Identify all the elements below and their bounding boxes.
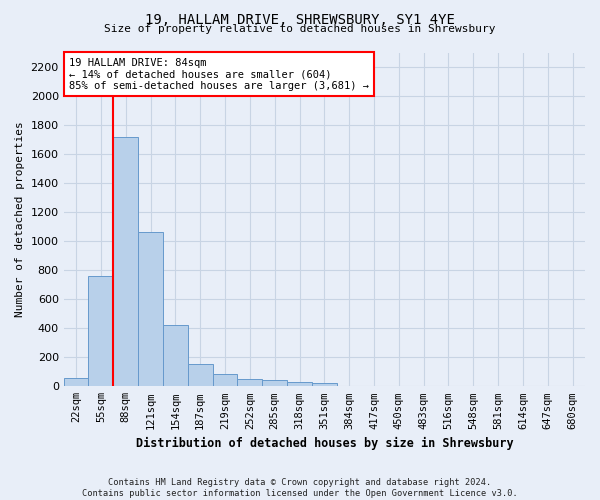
Text: 19 HALLAM DRIVE: 84sqm
← 14% of detached houses are smaller (604)
85% of semi-de: 19 HALLAM DRIVE: 84sqm ← 14% of detached… [69, 58, 369, 90]
Bar [163, 326, 188, 386]
Text: 19, HALLAM DRIVE, SHREWSBURY, SY1 4YE: 19, HALLAM DRIVE, SHREWSBURY, SY1 4YE [145, 12, 455, 26]
Bar [238, 379, 262, 386]
Bar [188, 364, 212, 386]
Y-axis label: Number of detached properties: Number of detached properties [15, 122, 25, 317]
Bar [64, 378, 88, 386]
Bar [212, 374, 238, 386]
X-axis label: Distribution of detached houses by size in Shrewsbury: Distribution of detached houses by size … [136, 437, 513, 450]
Bar [113, 136, 138, 386]
Bar [262, 380, 287, 386]
Text: Contains HM Land Registry data © Crown copyright and database right 2024.
Contai: Contains HM Land Registry data © Crown c… [82, 478, 518, 498]
Text: Size of property relative to detached houses in Shrewsbury: Size of property relative to detached ho… [104, 24, 496, 34]
Bar [287, 382, 312, 386]
Bar [88, 276, 113, 386]
Bar [138, 232, 163, 386]
Bar [312, 384, 337, 386]
